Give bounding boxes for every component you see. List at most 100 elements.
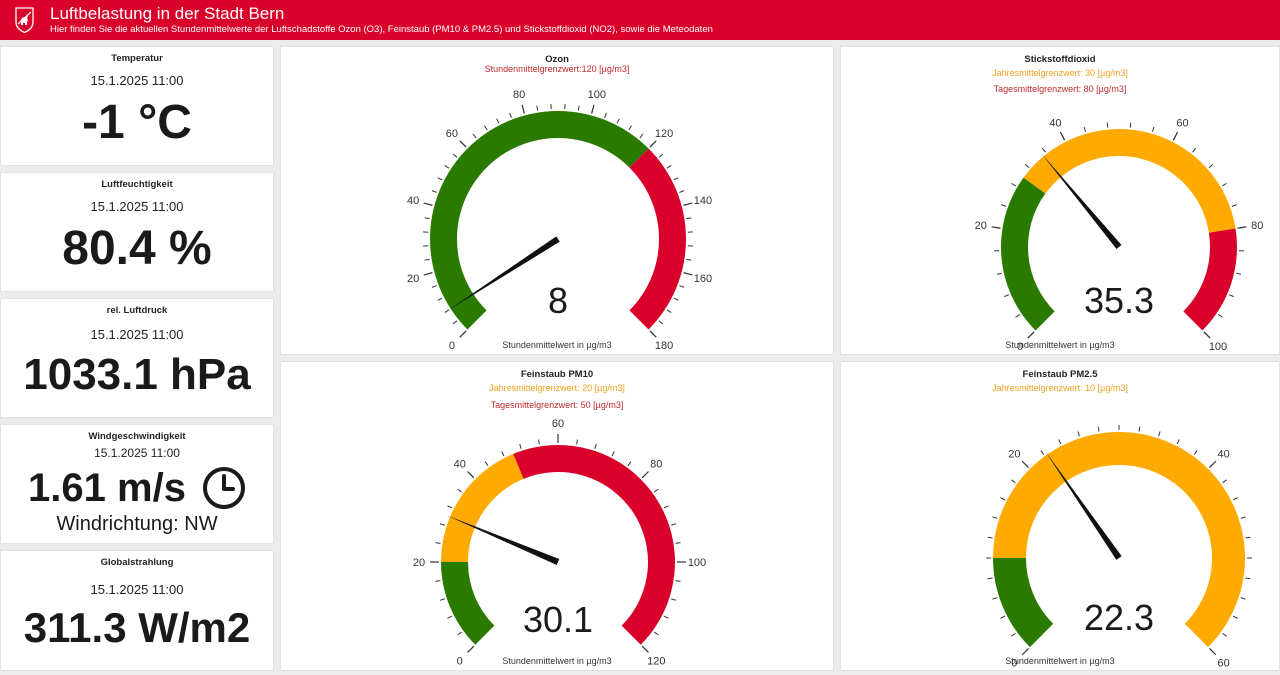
pressure-date: 15.1.2025 11:00 [90, 327, 184, 342]
pm10-tick-label: 40 [454, 459, 466, 471]
no2-minor-tick [1236, 272, 1242, 275]
ozon-minor-tick [431, 285, 437, 288]
ozon-minor-tick [536, 105, 539, 111]
ozon-minor-tick [658, 153, 664, 158]
radiation-value: 311.3 W/m2 [23, 604, 251, 651]
ozon-tick-label: 160 [694, 273, 712, 285]
ozon-minor-tick [628, 125, 632, 131]
no2-minor-tick [996, 272, 1002, 275]
no2-tick-label: 80 [1251, 220, 1263, 232]
ozon-major-tick [423, 202, 433, 206]
pm10-major-tick [641, 471, 649, 479]
pm25-needle [1045, 451, 1122, 560]
pm10-needle [446, 515, 560, 565]
ozon-value: 8 [548, 280, 568, 321]
pm25-minor-tick [1240, 516, 1246, 519]
no2-major-tick [991, 226, 1001, 229]
wind-label: Windgeschwindigkeit [88, 431, 186, 442]
pm25-minor-tick [1222, 479, 1227, 484]
humidity-date: 15.1.2025 11:00 [90, 199, 184, 214]
pm25-minor-tick [1138, 426, 1141, 432]
ozon-band-green-0 [430, 111, 649, 330]
ozon-minor-tick [604, 112, 607, 118]
wind-direction: Windrichtung: NW [56, 513, 218, 535]
temperature-date: 15.1.2025 11:00 [90, 73, 184, 88]
pm10-minor-tick [447, 615, 453, 619]
pm10-minor-tick [435, 580, 441, 582]
no2-major-tick [1203, 331, 1211, 339]
pm25-minor-tick [1245, 577, 1251, 580]
wind-card: Windgeschwindigkeit 15.1.2025 11:00 1.61… [0, 424, 274, 544]
no2-major-tick [1172, 131, 1179, 141]
page-subtitle: Hier finden Sie die aktuellen Stundenmit… [50, 24, 713, 35]
ozon-major-tick [649, 330, 657, 338]
pm10-major-tick [467, 645, 475, 653]
pm25-minor-tick [987, 536, 993, 539]
pm10-minor-tick [675, 542, 681, 544]
ozon-minor-tick [666, 165, 672, 169]
pm25-gauge-card: Feinstaub PM2.5 Jahresmittelgrenzwert: 1… [840, 361, 1280, 671]
pm10-tick-label: 100 [688, 557, 706, 569]
ozon-tick-label: 80 [513, 89, 525, 101]
pm10-tick-label: 60 [552, 418, 564, 430]
pm25-band-green-0 [993, 558, 1054, 648]
ozon-minor-tick [431, 190, 437, 193]
ozon-major-tick [683, 202, 693, 206]
clock-icon [202, 467, 245, 509]
ozon-tick-label: 40 [407, 195, 419, 207]
radiation-card: Globalstrahlung 15.1.2025 11:00 311.3 W/… [0, 550, 274, 671]
ozon-tick-label: 140 [694, 195, 712, 207]
pm25-major-tick [1209, 460, 1217, 468]
pressure-value: 1033.1 hPa [23, 350, 251, 399]
pm10-minor-tick [663, 615, 669, 619]
no2-needle [1041, 153, 1122, 250]
ozon-minor-tick [509, 112, 512, 118]
no2-year-limit: Jahresmittelgrenzwert: 30 [µg/m3] [992, 68, 1128, 78]
pm10-minor-tick [675, 580, 681, 582]
pm10-tick-label: 0 [457, 655, 463, 667]
ozone-gauge-card: Ozon Stundenmittelgrenzwert:120 [µg/m3] … [280, 46, 834, 355]
pm10-minor-tick [484, 461, 489, 467]
pm10-major-tick [467, 471, 475, 479]
radiation-label: Globalstrahlung [100, 557, 174, 568]
humidity-label: Luftfeuchtigkeit [101, 179, 173, 190]
pm10-minor-tick [576, 439, 578, 445]
ozon-minor-tick [444, 165, 450, 169]
ozon-minor-tick [679, 190, 685, 193]
ozon-minor-tick [484, 125, 488, 131]
ozon-minor-tick [673, 177, 679, 181]
ozon-minor-tick [424, 217, 430, 220]
ozon-minor-tick [616, 118, 620, 124]
pm10-minor-tick [627, 461, 632, 467]
pm10-minor-tick [671, 598, 677, 601]
pm25-major-tick [1021, 648, 1029, 656]
temperature-card: Temperatur 15.1.2025 11:00 -1 °C [0, 46, 274, 166]
ozon-major-tick [591, 104, 595, 114]
pm25-major-tick [1209, 648, 1217, 656]
pressure-card: rel. Luftdruck 15.1.2025 11:00 1033.1 hP… [0, 298, 274, 418]
pm25-title: Feinstaub PM2.5 [1022, 369, 1098, 380]
pm25-minor-tick [1193, 450, 1198, 455]
ozon-major-tick [423, 272, 433, 276]
pm25-minor-tick [1077, 431, 1080, 437]
ozone-title: Ozon [545, 54, 569, 65]
pm10-title: Feinstaub PM10 [520, 369, 594, 380]
ozone-gauge: 0 20 40 60 80 100 120 140 160 180 8 [407, 89, 712, 352]
ozon-minor-tick [577, 105, 580, 111]
ozon-minor-tick [666, 309, 672, 313]
pm10-minor-tick [439, 598, 445, 601]
pm25-minor-tick [1040, 450, 1045, 455]
pm25-tick-label: 0 [1011, 658, 1017, 670]
ozon-minor-tick [658, 320, 664, 325]
ozon-major-tick [521, 104, 525, 114]
wind-date: 15.1.2025 11:00 [94, 446, 180, 460]
ozone-hour-limit: Stundenmittelgrenzwert:120 [µg/m3] [484, 64, 630, 74]
ozon-minor-tick [437, 297, 443, 301]
pm25-year-limit: Jahresmittelgrenzwert: 10 [µg/m3] [992, 383, 1128, 393]
pm10-minor-tick [439, 523, 445, 526]
pm10-minor-tick [501, 451, 505, 457]
no2-major-tick [1059, 131, 1066, 141]
no2-minor-tick [1217, 314, 1223, 318]
pm25-tick-label: 20 [1008, 448, 1020, 460]
pm10-tick-label: 120 [647, 655, 665, 667]
